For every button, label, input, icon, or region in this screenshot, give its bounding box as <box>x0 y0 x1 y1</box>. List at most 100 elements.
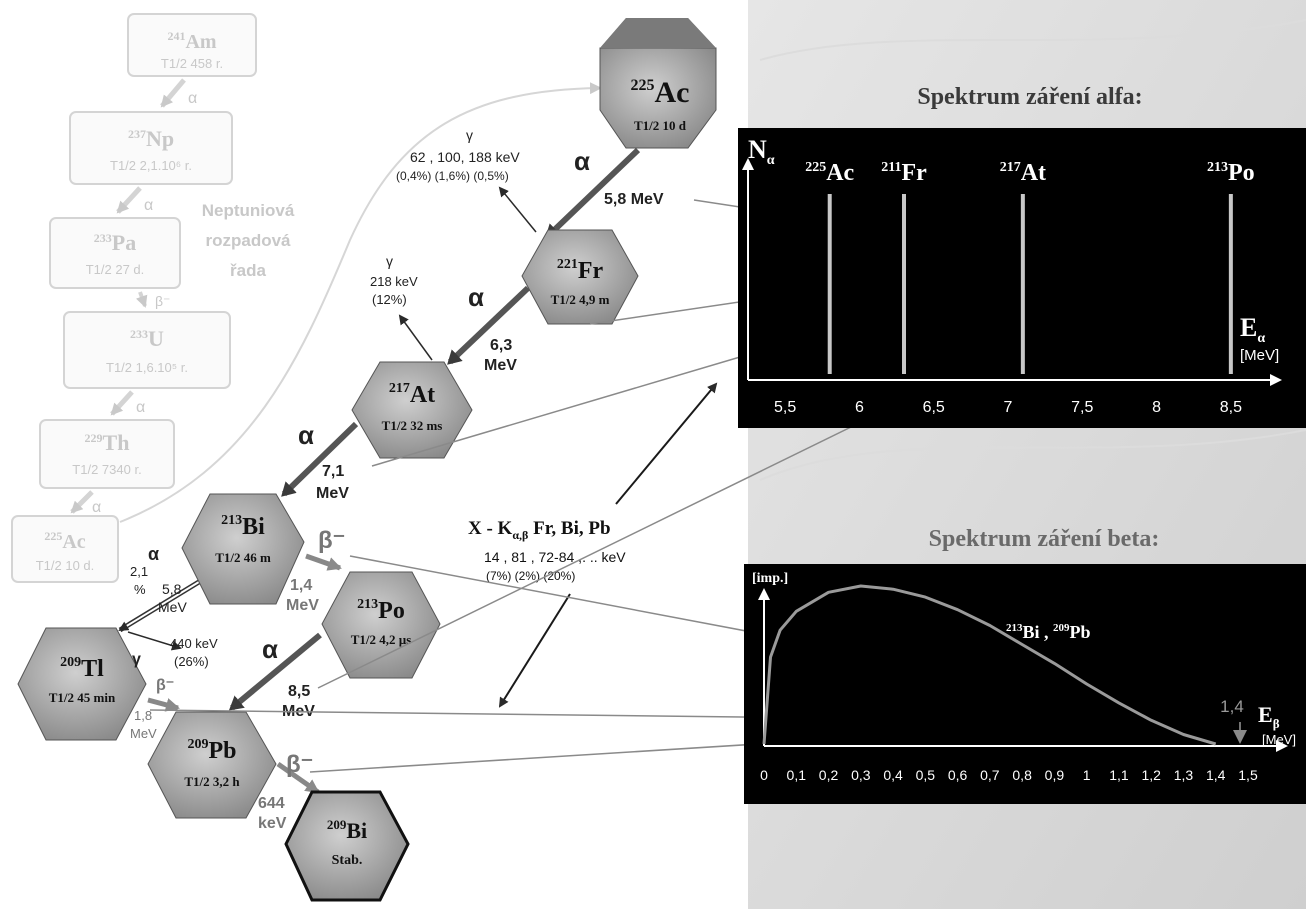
ac225-faded-label: 225Ac <box>44 529 85 553</box>
box-u233 <box>63 311 231 389</box>
box-np237 <box>69 111 233 185</box>
arrow-fr-at <box>447 285 531 365</box>
beta-curve-label: 213Bi , 209Pb <box>1006 622 1091 642</box>
alpha-peak-label: 213Po <box>1207 160 1255 186</box>
beta-tick-label: 1,5 <box>1238 767 1258 783</box>
beta-tick-label: 1,1 <box>1109 767 1129 783</box>
alpha-peak-label: 217At <box>1000 160 1046 186</box>
hex-pb209 <box>147 711 277 819</box>
bi213-half-life: T1/2 46 m <box>215 550 271 565</box>
pb-beta-energy-unit: keV <box>258 815 287 832</box>
alpha-tick-label: 7 <box>1004 399 1013 416</box>
hex-po213 <box>321 571 441 679</box>
pb209-half-life: T1/2 3,2 h <box>184 774 240 789</box>
decay-arrows <box>228 147 641 711</box>
tl209-label: 209Tl <box>60 655 104 682</box>
pb-beta-symbol: β⁻ <box>286 751 313 778</box>
hex-bi209 <box>284 790 410 902</box>
beta-tick-label: 0,7 <box>980 767 1000 783</box>
bi209-half-life: Stab. <box>332 853 363 868</box>
at-alpha-symbol: α <box>298 420 314 450</box>
at-alpha-energy-value: 7,1 <box>322 463 344 480</box>
beta-chart-bg <box>744 564 1306 804</box>
bi-alpha-branch-value: 2,1 <box>130 564 148 579</box>
beta-tick-label: 0,2 <box>819 767 839 783</box>
fr-alpha-energy-unit: MeV <box>484 357 517 374</box>
th229-half-life: T1/2 7340 r. <box>72 462 141 477</box>
po213-label: 213Po <box>357 597 405 624</box>
arrow-bi-po <box>305 553 342 571</box>
alpha-y-label: Nα <box>748 135 775 168</box>
beta-tick-label: 1,4 <box>1206 767 1226 783</box>
alpha-peak-label: 225Ac <box>805 160 854 186</box>
fr-gamma-intensity: (12%) <box>372 292 407 307</box>
arrow-tl-pb <box>147 697 180 712</box>
alpha-x-unit: [MeV] <box>1240 347 1279 364</box>
fr221-half-life: T1/2 4,9 m <box>551 292 610 307</box>
box-th229 <box>39 419 175 489</box>
bi-beta-symbol: β⁻ <box>318 527 345 554</box>
xray-intensities: (7%) (2%) (20%) <box>486 569 575 583</box>
beta-spectrum-curve <box>762 584 1217 746</box>
am241-half-life: T1/2 458 r. <box>161 56 223 71</box>
u233-label: 233U <box>130 326 164 351</box>
np237-label: 237Np <box>128 126 174 151</box>
beta-x-unit: [MeV] <box>1262 732 1296 747</box>
alpha-tick-label: 8,5 <box>1220 399 1242 416</box>
bi-beta-energy-unit: MeV <box>286 597 319 614</box>
alpha-tick-label: 6 <box>855 399 864 416</box>
xray-title: X - Kα,β Fr, Bi, Pb <box>468 518 611 542</box>
ac-alpha-energy: 5,8 MeV <box>604 191 664 208</box>
beta-tick-label: 1,2 <box>1141 767 1161 783</box>
beta-tick-label: 0,6 <box>948 767 968 783</box>
fr221-label: 221Fr <box>557 257 604 284</box>
neptunium-series <box>11 13 602 583</box>
arrow-pb-bi209 <box>276 761 320 795</box>
series-label-line-1: Neptuniová <box>202 201 295 220</box>
beta-tick-label: 0,5 <box>916 767 936 783</box>
bi-beta-energy-value: 1,4 <box>290 577 312 594</box>
tl-beta-energy-value: 1,8 <box>134 708 152 723</box>
pa233-label: 233Pa <box>94 230 136 255</box>
ac-gamma-intensities: (0,4%) (1,6%) (0,5%) <box>396 169 509 183</box>
alpha-spectrum-title: Spektrum záření alfa: <box>917 84 1142 110</box>
bi-alpha-branch-unit: % <box>134 582 146 597</box>
xray-arrows <box>498 382 718 708</box>
pb-beta-energy-value: 644 <box>258 795 285 812</box>
po-alpha-symbol: α <box>262 634 278 664</box>
gamma-arrow-tl <box>127 631 182 651</box>
po213-half-life: T1/2 4,2 µs <box>351 632 412 647</box>
beta-tick-label: 0 <box>760 767 768 783</box>
arrow-at-bi <box>281 421 359 497</box>
fr-gamma-energy: 218 keV <box>370 274 418 289</box>
tl-beta-symbol: β⁻ <box>156 677 174 694</box>
beta-endpoint-label: 1,4 <box>1220 697 1244 716</box>
xray-energies: 14 , 81 , 72-84 ,. .. keV <box>484 549 626 565</box>
at217-label: 217At <box>389 381 435 408</box>
hex-fr221 <box>521 229 639 325</box>
alpha-tick-label: 7,5 <box>1071 399 1093 416</box>
ac225-label: 225Ac <box>631 76 690 109</box>
alpha-peak-label: 211Fr <box>881 160 927 186</box>
at-alpha-energy-unit: MeV <box>316 485 349 502</box>
bi-alpha-energy-value: 5,8 <box>162 581 182 597</box>
beta-tick-label: 0,1 <box>787 767 807 783</box>
alpha-spectrum-chart: Nα Eα [MeV] 5,5 6 6,5 7 7,5 8 8,5 225Ac 211Fr 217… <box>738 128 1306 428</box>
hex-ac225 <box>599 18 717 149</box>
beta-tick-label: 0,9 <box>1045 767 1065 783</box>
np-series-decay-3: β⁻ <box>155 293 170 309</box>
beta-tick-label: 1,3 <box>1174 767 1194 783</box>
alpha-x-label: Eα <box>1240 313 1265 346</box>
gamma-arrow-fr <box>498 186 537 233</box>
ac-alpha-symbol: α <box>574 146 590 176</box>
beta-tick-label: 1 <box>1083 767 1091 783</box>
bi-alpha-symbol: α <box>148 544 159 564</box>
hex-bi213 <box>181 493 305 605</box>
alpha-tick-label: 8 <box>1152 399 1161 416</box>
series-label-line-3: řada <box>230 261 266 280</box>
ac-gamma-symbol: γ <box>466 127 473 143</box>
pa233-half-life: T1/2 27 d. <box>86 262 145 277</box>
ac225-faded-half-life: T1/2 10 d. <box>36 558 95 573</box>
box-ac225-faded <box>11 515 119 583</box>
